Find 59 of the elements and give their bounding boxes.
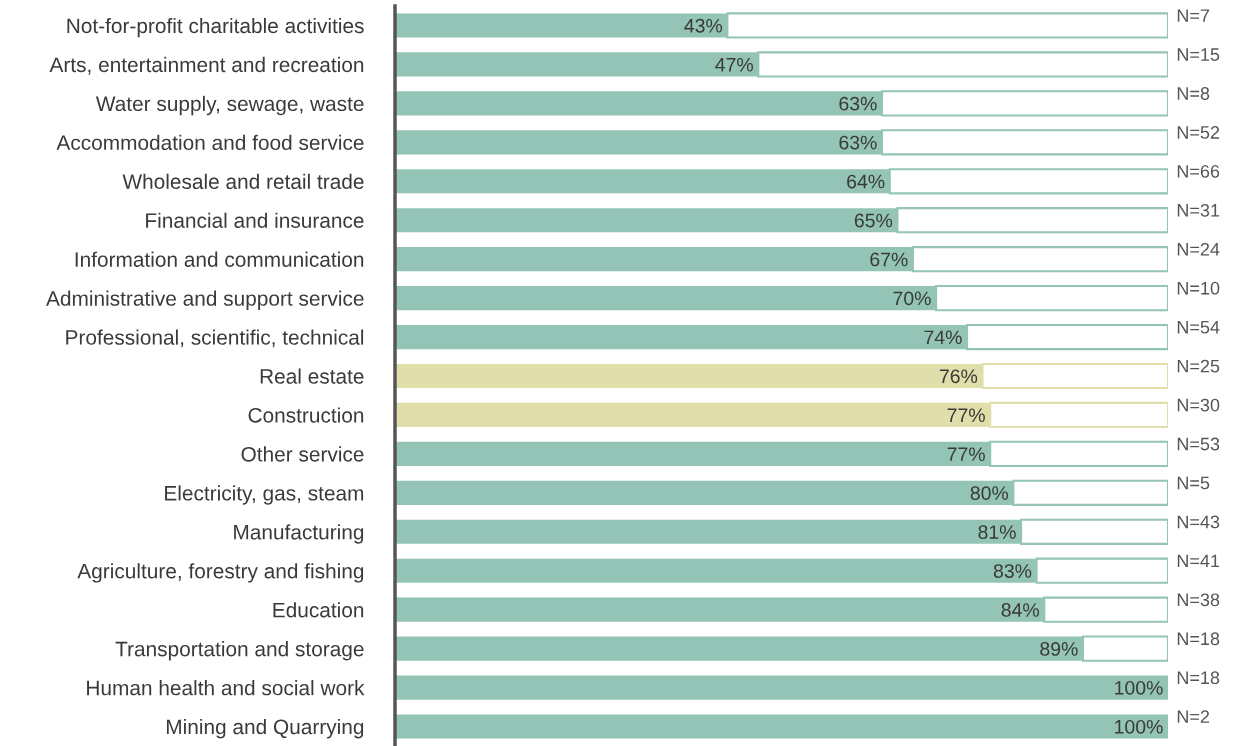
y-tick-label: Financial and insurance bbox=[146, 212, 364, 228]
data-label: 89% bbox=[1040, 642, 1078, 656]
y-tick-label: Manufacturing bbox=[234, 524, 364, 544]
y-tick-label: Arts, entertainment and recreation bbox=[49, 56, 364, 75]
data-label: 81% bbox=[978, 525, 1016, 539]
text: N=24 bbox=[1177, 242, 1220, 256]
text: N=18 bbox=[1177, 632, 1220, 646]
y-tick-label: Water supply, sewage, waste bbox=[95, 95, 364, 116]
text: N=18 bbox=[1177, 671, 1220, 685]
y-tick-label: Professional, scientific, technical bbox=[66, 329, 364, 348]
y-tick-label: Education bbox=[273, 602, 364, 618]
y-tick-label: Human health and social work bbox=[87, 680, 365, 696]
text: N=41 bbox=[1177, 554, 1220, 568]
text: N=53 bbox=[1177, 437, 1220, 451]
y-tick-label: Transportation and storage bbox=[115, 641, 364, 661]
text: N=43 bbox=[1177, 515, 1220, 529]
y-tick-label: Electricity, gas, steam bbox=[165, 485, 364, 505]
data-label: 70% bbox=[893, 291, 931, 306]
data-label: 80% bbox=[970, 486, 1009, 501]
text: N=54 bbox=[1177, 320, 1220, 334]
bar bbox=[395, 714, 1168, 739]
data-label: 74% bbox=[924, 330, 962, 345]
y-tick-label: Other service bbox=[241, 446, 364, 462]
text: N=30 bbox=[1177, 398, 1220, 412]
y-tick-label: Construction bbox=[248, 407, 364, 423]
data-label: 67% bbox=[870, 252, 908, 267]
y-tick-label: Real estate bbox=[260, 368, 364, 384]
data-label: 63% bbox=[839, 135, 877, 150]
text: N=2 bbox=[1177, 710, 1210, 723]
text: N=31 bbox=[1177, 203, 1220, 217]
y-tick-label: Wholesale and retail trade bbox=[122, 173, 364, 190]
y-tick-label: Information and communication bbox=[75, 251, 364, 267]
text: N=15 bbox=[1177, 48, 1220, 61]
text: N=66 bbox=[1177, 164, 1220, 178]
data-label: 63% bbox=[839, 96, 877, 111]
text: N=5 bbox=[1177, 476, 1210, 490]
data-label: 47% bbox=[715, 57, 753, 72]
y-tick-label: Not-for-profit charitable activities bbox=[67, 17, 364, 38]
bar bbox=[395, 675, 1168, 700]
data-label: 77% bbox=[947, 447, 985, 461]
y-tick-label: Agriculture, forestry and fishing bbox=[77, 563, 364, 583]
data-label: 100% bbox=[1115, 680, 1163, 695]
text: N=8 bbox=[1177, 87, 1210, 100]
data-label: 65% bbox=[854, 213, 893, 228]
text: N=25 bbox=[1177, 359, 1220, 373]
y-tick-label: Mining and Quarrying bbox=[166, 718, 364, 739]
data-label: 77% bbox=[947, 408, 985, 423]
data-label: 76% bbox=[939, 369, 978, 384]
data-label: 84% bbox=[1001, 603, 1039, 617]
data-label: 43% bbox=[684, 18, 723, 33]
text: N=7 bbox=[1177, 9, 1210, 22]
text: N=52 bbox=[1177, 126, 1220, 139]
text: N=10 bbox=[1177, 281, 1220, 295]
data-label: 64% bbox=[847, 174, 885, 189]
data-label: 83% bbox=[993, 564, 1032, 578]
data-label: 100% bbox=[1115, 719, 1163, 734]
y-tick-label: Administrative and support service bbox=[46, 290, 364, 310]
y-tick-label: Accommodation and food service bbox=[56, 134, 364, 151]
text: N=38 bbox=[1177, 593, 1220, 607]
